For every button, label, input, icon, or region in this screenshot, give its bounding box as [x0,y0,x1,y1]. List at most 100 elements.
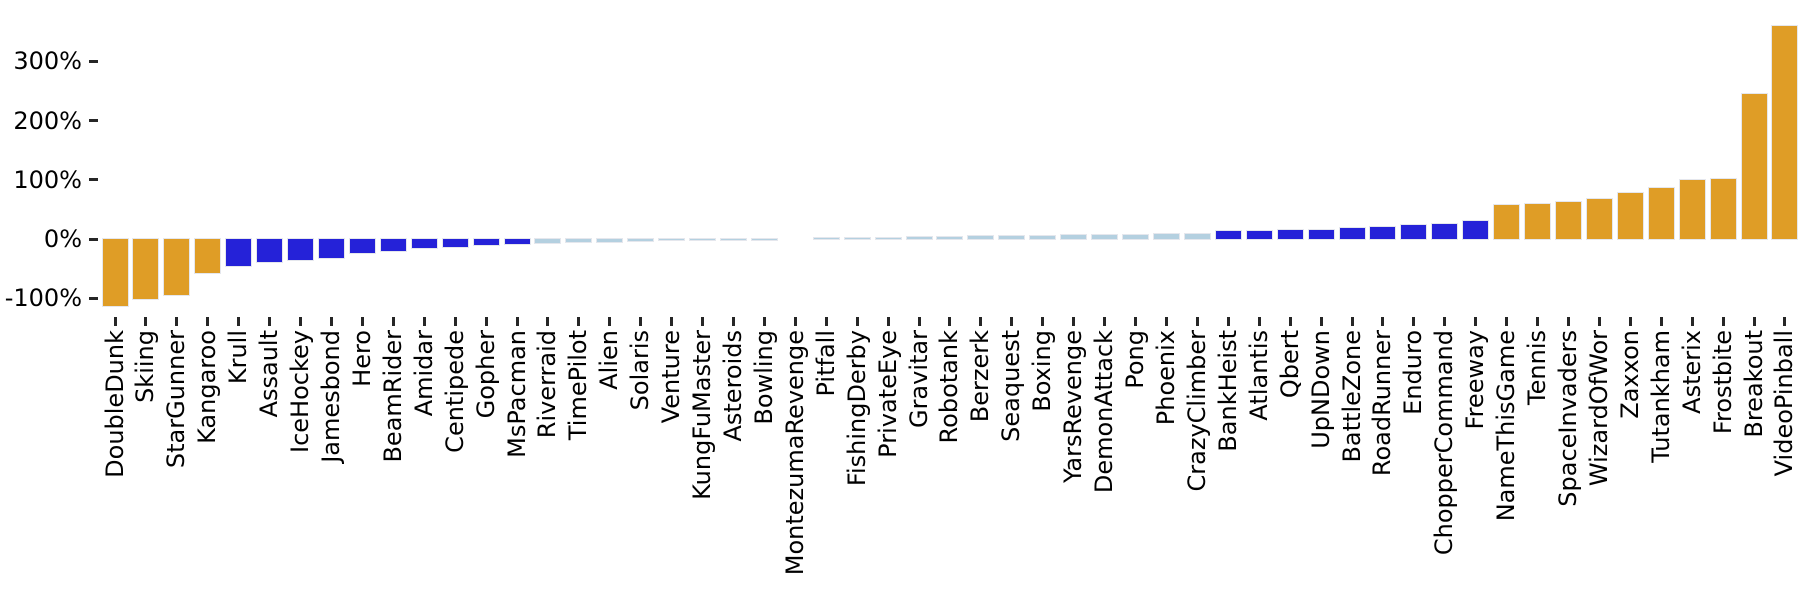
y-axis-tick-mark [89,237,98,241]
x-axis-tick-mark [515,317,519,326]
x-axis-tick-label-ChopperCommand: ChopperCommand [1430,330,1459,556]
x-axis-tick-label-Asterix: Asterix [1677,330,1706,414]
x-axis-tick-label-Berzerk: Berzerk [966,330,995,423]
bar-MsPacman [504,239,530,244]
bar-Assault [257,239,283,263]
x-axis-tick-label-RoadRunner: RoadRunner [1368,330,1397,477]
bar-WizardOfWor [1586,199,1612,239]
x-axis-tick-mark [299,317,303,326]
x-axis-tick-mark [979,317,983,326]
x-axis-tick-label-DoubleDunk: DoubleDunk [100,330,129,478]
x-axis-tick-mark [1134,317,1138,326]
bar-Amidar [411,239,437,248]
bar-Asteroids [721,239,746,240]
bar-Atlantis [1246,230,1272,239]
x-axis-tick-mark [793,317,797,326]
x-axis-tick-mark [762,317,766,326]
bar-Riverraid [535,239,561,243]
x-axis-tick-mark [1412,317,1416,326]
x-axis-tick-mark [1103,317,1107,326]
x-axis-tick-label-Zaxxon: Zaxxon [1615,330,1644,419]
bar-Boxing [1030,235,1056,239]
bar-Pong [1123,234,1149,239]
y-axis-tick-label: 0% [43,225,82,253]
x-axis-tick-label-BankHeist: BankHeist [1213,330,1242,452]
x-axis-tick-label-Kangaroo: Kangaroo [193,330,222,444]
x-axis-tick-label-Solaris: Solaris [626,330,655,411]
x-axis-tick-mark [1628,317,1632,326]
x-axis-tick-mark [670,317,674,326]
x-axis-tick-mark [453,317,457,326]
x-axis-tick-label-TimePilot: TimePilot [564,330,593,441]
x-axis-tick-label-YarsRevenge: YarsRevenge [1059,330,1088,483]
x-axis-tick-label-PrivateEye: PrivateEye [873,330,902,458]
x-axis-tick-label-Enduro: Enduro [1399,330,1428,415]
bar-Solaris [628,239,654,242]
x-axis-tick-mark [855,317,859,326]
x-axis-tick-label-Jamesbond: Jamesbond [316,330,345,463]
bar-UpNDown [1308,229,1334,239]
x-axis-tick-mark [1195,317,1199,326]
x-axis-tick-mark [1041,317,1045,326]
bar-BattleZone [1339,227,1365,239]
y-axis-tick-mark [89,59,98,63]
x-axis-tick-label-FishingDerby: FishingDerby [842,330,871,487]
x-axis-tick-mark [484,317,488,326]
bar-IceHockey [288,239,314,260]
x-axis-tick-label-Atlantis: Atlantis [1244,330,1273,421]
x-axis-tick-label-DemonAttack: DemonAttack [1090,330,1119,494]
x-axis-tick-label-Tennis: Tennis [1523,330,1552,405]
bar-KungFuMaster [690,239,716,241]
y-axis-tick-mark [89,119,98,122]
bar-NameThisGame [1494,204,1520,239]
x-axis-tick-label-Venture: Venture [657,330,686,424]
bar-Enduro [1401,225,1427,239]
bar-Jamesbond [318,239,344,258]
x-axis-tick-mark [206,317,210,326]
x-axis-tick-label-UpNDown: UpNDown [1306,330,1335,449]
x-axis-tick-mark [1536,317,1540,326]
bar-Centipede [442,239,468,247]
x-axis-tick-mark [577,317,581,326]
y-axis-tick-label: 300% [13,47,82,76]
x-axis-tick-label-Pitfall: Pitfall [811,330,840,397]
bar-BeamRider [380,239,406,251]
bar-Zaxxon [1617,192,1643,239]
bar-VideoPinball [1772,26,1798,239]
x-axis-tick-label-Gopher: Gopher [471,330,500,419]
x-axis-tick-mark [824,317,828,326]
bar-Breakout [1741,93,1767,239]
x-axis-tick-mark [1783,317,1787,326]
bar-Phoenix [1153,233,1179,239]
bar-Robotank [937,236,963,239]
bar-Alien [597,239,623,242]
x-axis-tick-label-Riverraid: Riverraid [533,330,562,439]
x-axis-tick-mark [732,317,735,326]
x-axis-tick-label-Frostbite: Frostbite [1708,330,1737,435]
x-axis-tick-label-Breakout: Breakout [1739,330,1768,438]
y-axis-tick-mark [89,178,98,182]
x-axis-tick-label-Hero: Hero [347,330,376,387]
x-axis-tick-mark [1226,317,1230,326]
x-axis-tick-mark [1597,317,1601,326]
x-axis-tick-label-BeamRider: BeamRider [378,330,407,463]
bar-Kangaroo [195,239,221,273]
x-axis-tick-mark [237,317,241,326]
bar-Tutankham [1648,188,1674,239]
x-axis-tick-mark [268,317,272,326]
x-axis-tick-mark [144,317,148,326]
x-axis-tick-mark [948,317,952,326]
x-axis-tick-label-KungFuMaster: KungFuMaster [688,330,717,500]
x-axis-tick-label-Phoenix: Phoenix [1151,330,1180,426]
x-axis-tick-label-NameThisGame: NameThisGame [1492,330,1521,522]
x-axis-tick-label-Pong: Pong [1121,330,1150,389]
x-axis-tick-mark [639,317,643,326]
bar-Skiing [133,239,159,300]
x-axis-tick-label-MsPacman: MsPacman [502,330,531,458]
x-axis-tick-label-StarGunner: StarGunner [162,330,191,469]
x-axis-tick-mark [360,317,364,326]
x-axis-tick-mark [1443,317,1447,326]
x-axis-tick-mark [917,317,921,326]
x-axis-tick-label-Gravitar: Gravitar [904,330,933,429]
x-axis-tick-label-Centipede: Centipede [440,330,469,453]
